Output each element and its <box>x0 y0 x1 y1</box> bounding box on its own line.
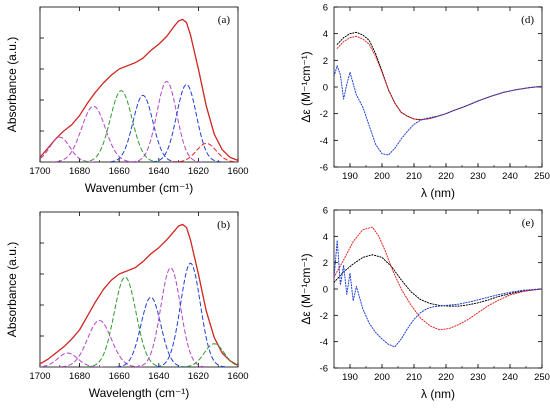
x-tick-label: 220 <box>438 171 454 182</box>
y-tick-label: -6 <box>320 364 328 375</box>
fit-component-line-purple <box>51 105 136 162</box>
plot-frame <box>39 211 239 368</box>
panel-label: (e) <box>522 217 535 229</box>
x-tick-label: 190 <box>342 171 358 182</box>
y-tick-label: -2 <box>320 311 328 322</box>
y-axis-label: Δε (M⁻¹cm⁻¹) <box>299 51 313 122</box>
fit-component-line-green <box>82 90 160 162</box>
fit-component-line-purple <box>40 352 103 367</box>
x-tick-label: 1680 <box>69 371 90 382</box>
spectrum-line-red <box>40 18 238 161</box>
spectrum-line-red <box>334 226 542 331</box>
spectrum-line-red <box>40 223 238 366</box>
x-tick-label: 1600 <box>227 166 248 177</box>
plot-area <box>40 223 238 367</box>
y-tick-label: 0 <box>323 83 328 94</box>
y-tick-label: 6 <box>323 3 328 14</box>
chart-panel-e: 190 200 210 220 230 240 250 -6 -4 -2 0 2 4 6 λ (nm) Δε … <box>299 206 550 402</box>
fit-component-line-purple <box>40 136 95 162</box>
plot-area <box>334 31 542 156</box>
y-tick-label: -2 <box>320 109 328 120</box>
spectrum-line-blue <box>334 65 542 156</box>
x-tick-label: 1640 <box>148 166 169 177</box>
x-tick-label: 1620 <box>188 371 209 382</box>
x-axis-label: λ (nm) <box>421 186 455 200</box>
x-tick-label: 250 <box>534 171 550 182</box>
plot-frame <box>333 209 543 369</box>
x-tick-label: 1680 <box>69 166 90 177</box>
x-tick-label: 230 <box>470 171 486 182</box>
spectrum-line-blue <box>334 239 542 348</box>
y-axis-label: Absorbance (a.u.) <box>5 242 19 337</box>
x-tick-label: 1660 <box>109 371 130 382</box>
plot-frame <box>39 6 239 163</box>
chart-panel-a: 1700 1680 1660 1640 1620 1600 Wavenumber (cm⁻¹… <box>5 6 249 195</box>
panel-label: (a) <box>218 14 231 26</box>
x-axis-label: Wavenumber (cm⁻¹) <box>85 181 194 195</box>
spectrum-line-red <box>336 35 542 121</box>
fit-component-line-purple <box>135 267 206 367</box>
y-tick-label: -4 <box>320 337 328 348</box>
y-tick-label: -4 <box>320 136 328 147</box>
x-tick-label: 230 <box>470 372 486 383</box>
spectrum-line-black <box>40 18 238 161</box>
x-tick-label: 1600 <box>227 371 248 382</box>
y-tick-label: 2 <box>323 56 328 67</box>
x-tick-label: 240 <box>502 372 518 383</box>
x-tick-label: 1640 <box>148 371 169 382</box>
fit-component-line-blue <box>155 262 226 367</box>
plot-frame <box>333 6 543 168</box>
x-tick-label: 240 <box>502 171 518 182</box>
fit-component-line-red <box>171 142 238 162</box>
x-tick-label: 190 <box>342 372 358 383</box>
chart-panel-b: 1700 1680 1660 1640 1620 1600 Wavelength (cm⁻¹… <box>5 211 249 400</box>
fit-component-line-purple <box>131 80 202 162</box>
spectrum-line-black <box>334 254 542 307</box>
spectrum-line-black <box>40 223 238 366</box>
plot-area <box>334 226 542 348</box>
chart-panel-d: 190 200 210 220 230 240 250 -6 -4 -2 0 2 4 6 λ (nm) Δε … <box>299 3 550 201</box>
x-tick-label: 210 <box>406 171 422 182</box>
x-tick-label: 1700 <box>29 166 50 177</box>
y-tick-label: 4 <box>323 29 328 40</box>
y-axis-label: Δε (M⁻¹cm⁻¹) <box>299 253 313 324</box>
y-axis-label: Absorbance (a.u.) <box>5 37 19 132</box>
fit-component-line-blue <box>107 94 179 162</box>
panel-label: (b) <box>217 219 230 231</box>
x-tick-label: 200 <box>374 372 390 383</box>
fit-component-line-purple <box>57 320 142 367</box>
x-tick-label: 250 <box>534 372 550 383</box>
y-tick-label: 6 <box>323 206 328 217</box>
y-tick-label: -6 <box>320 163 328 174</box>
x-tick-label: 1660 <box>109 166 130 177</box>
y-tick-label: 4 <box>323 232 328 243</box>
fit-component-line-blue <box>115 296 187 367</box>
fit-component-line-green <box>86 276 164 367</box>
y-tick-label: 0 <box>323 285 328 296</box>
panel-label: (d) <box>521 14 534 26</box>
x-tick-label: 200 <box>374 171 390 182</box>
x-tick-label: 220 <box>438 372 454 383</box>
x-tick-label: 210 <box>406 372 422 383</box>
fit-component-line-green <box>179 343 238 367</box>
y-tick-label: 2 <box>323 258 328 269</box>
x-axis-label: Wavelength (cm⁻¹) <box>89 386 190 400</box>
plot-area <box>40 18 238 162</box>
x-axis-label: λ (nm) <box>421 387 455 401</box>
x-tick-label: 1620 <box>188 166 209 177</box>
x-tick-label: 1700 <box>29 371 50 382</box>
spectrum-line-black <box>336 31 542 121</box>
